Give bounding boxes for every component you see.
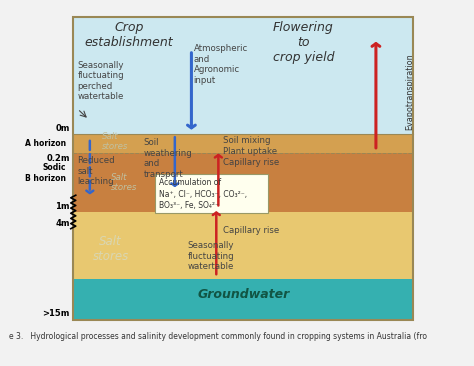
Bar [73,134,413,153]
Text: 1m: 1m [55,202,70,211]
Text: 0m: 0m [55,124,70,133]
Text: Crop
establishment: Crop establishment [85,21,173,49]
Text: Sodic
B horizon: Sodic B horizon [25,163,66,183]
Bar [73,153,413,212]
Bar [73,17,413,134]
Text: e 3.   Hydrological processes and salinity development commonly found in croppin: e 3. Hydrological processes and salinity… [9,332,427,341]
Text: Salt
stores: Salt stores [92,235,129,263]
Text: Seasonally
fluctuating
perched
watertable: Seasonally fluctuating perched watertabl… [77,61,124,101]
Text: Seasonally
fluctuating
watertable: Seasonally fluctuating watertable [187,242,234,271]
Text: 4m: 4m [55,219,70,228]
Text: Soil
weathering
and
transport: Soil weathering and transport [144,138,192,179]
Text: Evapotranspiration: Evapotranspiration [405,54,414,130]
Text: Groundwater: Groundwater [197,288,289,300]
Text: Reduced
salt
leaching: Reduced salt leaching [77,156,115,186]
Text: Flowering
to
crop yield: Flowering to crop yield [273,21,334,64]
Text: Soil mixing
Plant uptake
Capillary rise: Soil mixing Plant uptake Capillary rise [222,136,279,167]
FancyBboxPatch shape [155,174,268,213]
Bar [73,279,413,320]
Bar [73,212,413,279]
Text: Accumulation of
Na⁺, Cl⁻, HCO₃⁻, CO₃²⁻,
BO₃³⁻, Fe, SO₄²⁻: Accumulation of Na⁺, Cl⁻, HCO₃⁻, CO₃²⁻, … [159,178,247,210]
Bar [73,17,413,320]
Text: A horizon: A horizon [25,139,66,148]
Text: Capillary rise: Capillary rise [222,226,279,235]
Text: Salt
stores: Salt stores [102,132,128,151]
Text: >15m: >15m [43,309,70,318]
Text: 0.2m: 0.2m [46,154,70,163]
Text: Atmospheric
and
Agronomic
input: Atmospheric and Agronomic input [193,44,248,85]
Text: Salt
stores: Salt stores [110,172,137,192]
